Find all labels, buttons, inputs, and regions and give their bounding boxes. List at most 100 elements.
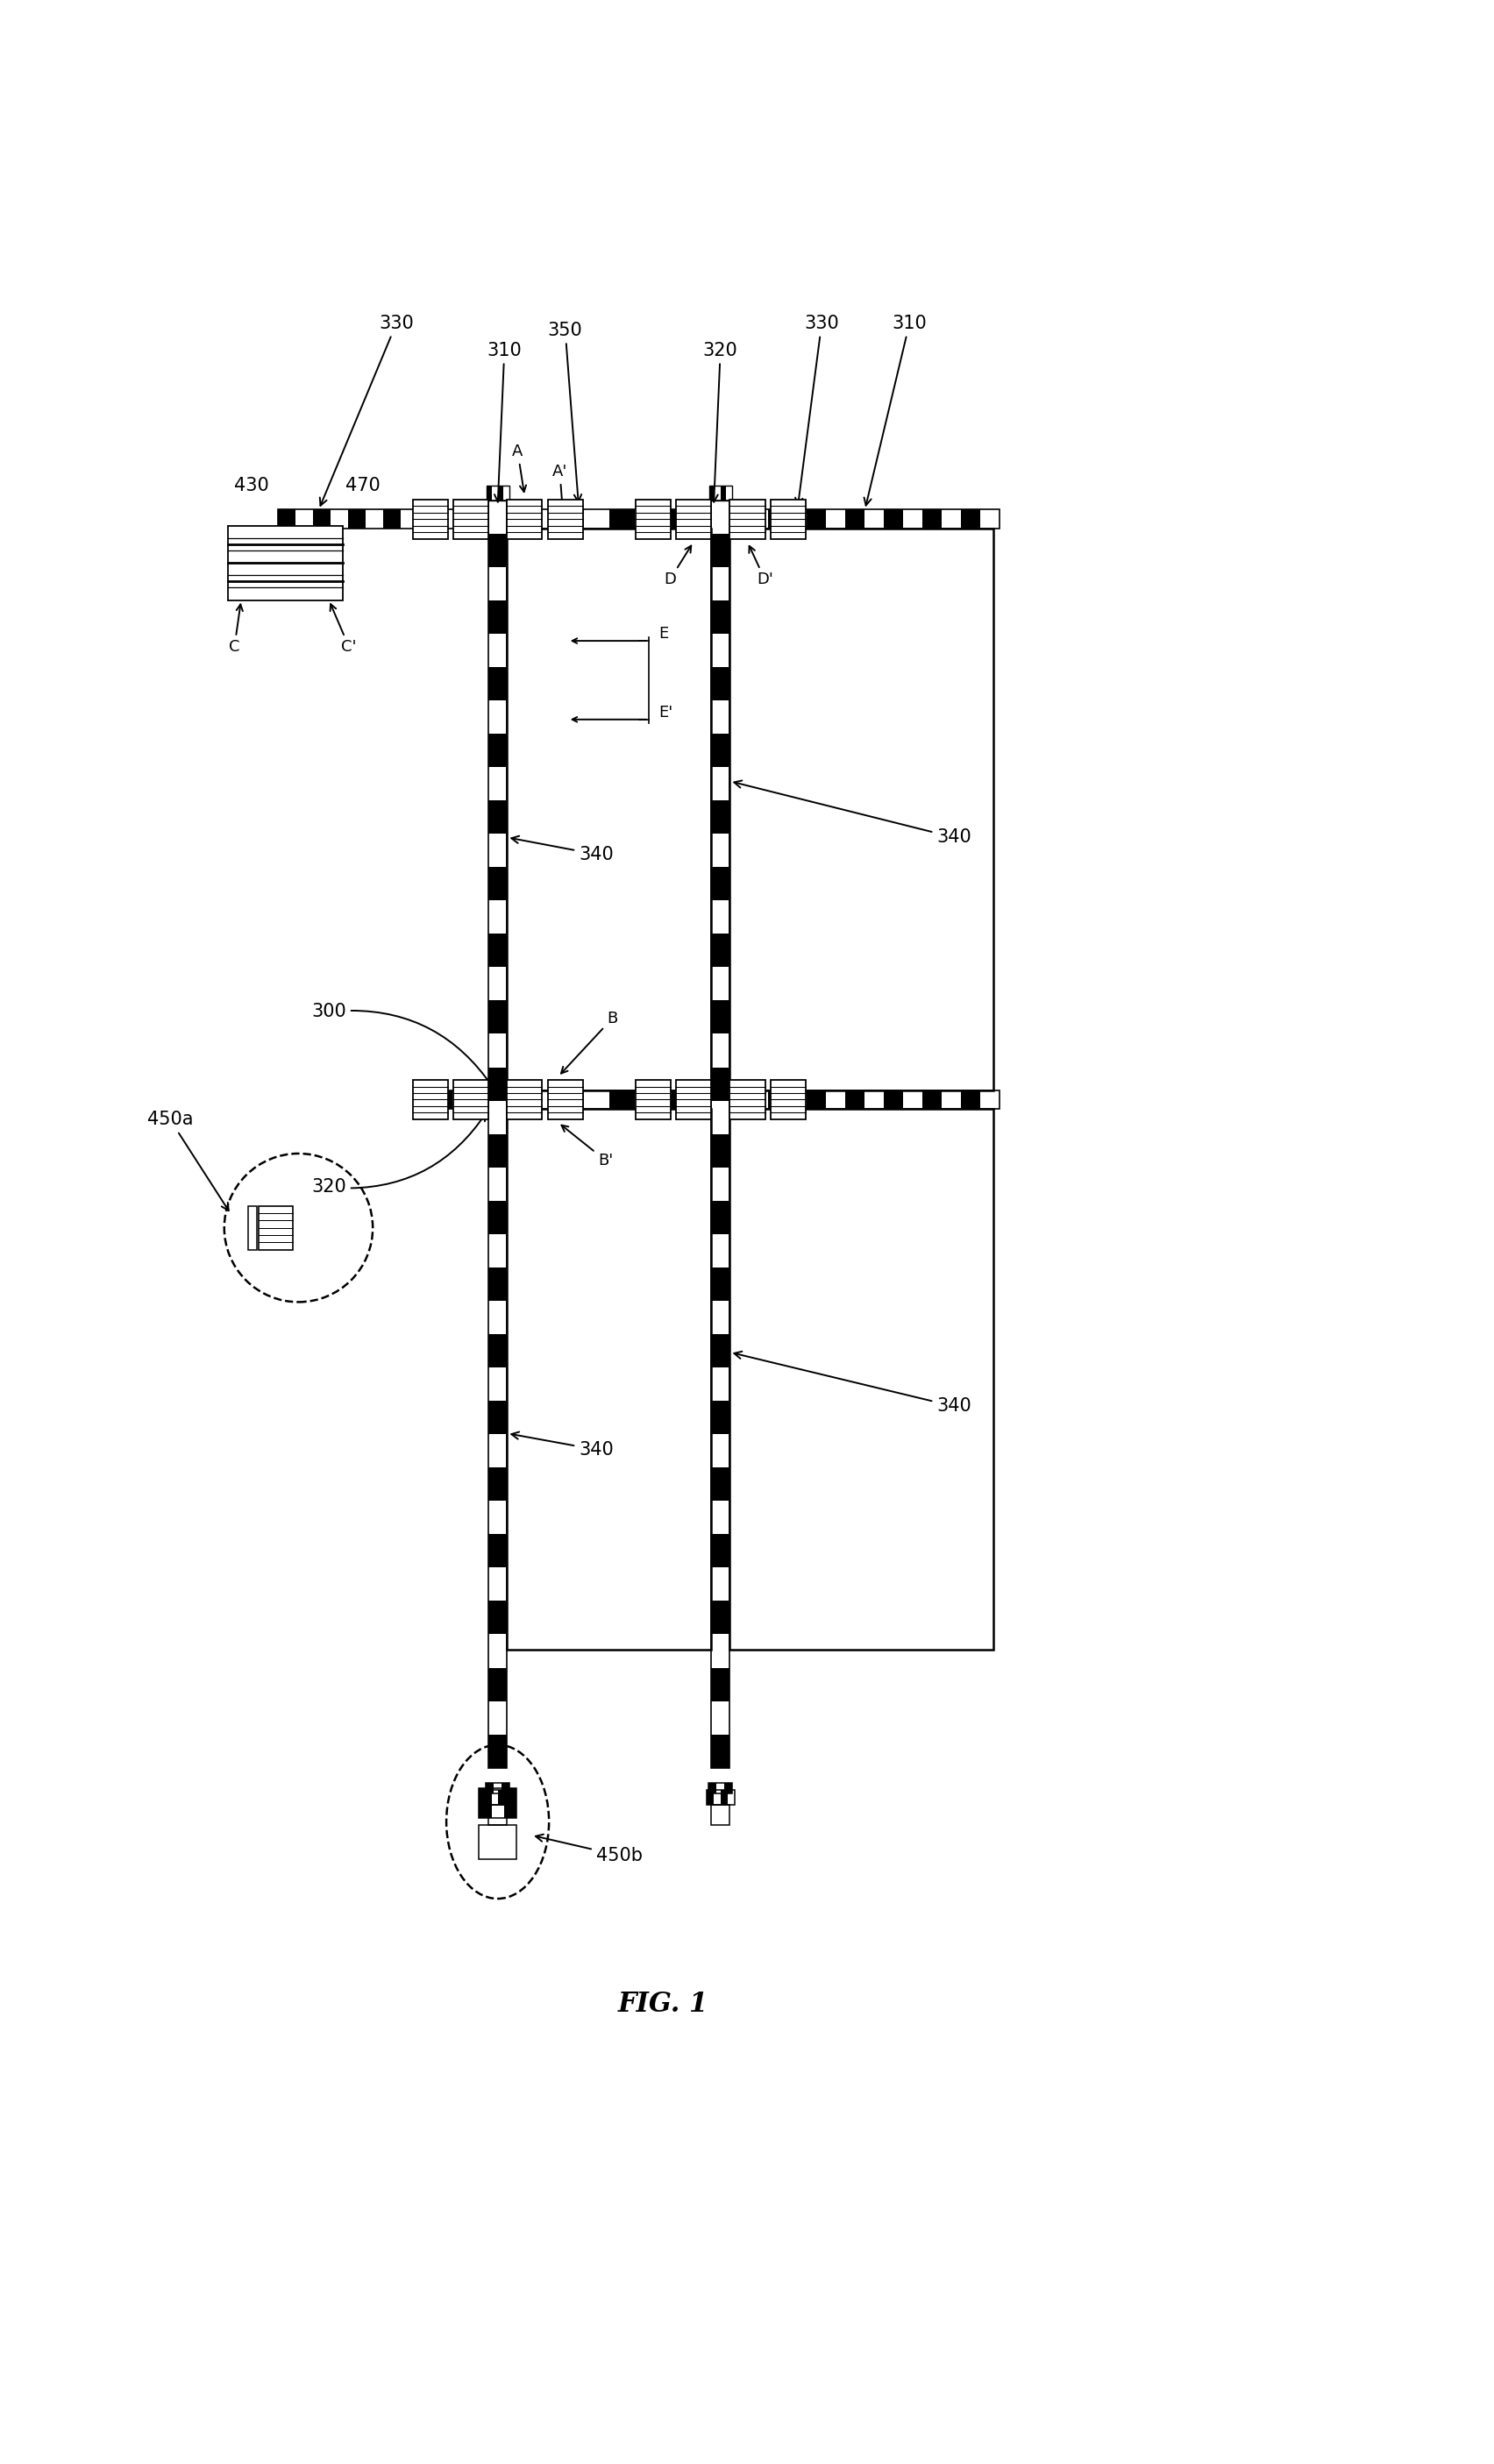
Bar — [487, 485, 492, 500]
Bar — [711, 500, 731, 1767]
Bar — [498, 1789, 505, 1804]
Bar — [506, 1079, 542, 1119]
Bar — [711, 734, 731, 766]
Bar — [635, 500, 671, 540]
Text: 470: 470 — [345, 476, 381, 495]
Bar — [807, 1089, 826, 1109]
Bar — [506, 510, 711, 530]
Bar — [884, 1089, 904, 1109]
Text: 320: 320 — [704, 342, 738, 503]
Bar — [487, 485, 509, 500]
Bar — [711, 1804, 731, 1826]
Bar — [506, 1089, 532, 1109]
Bar — [441, 1089, 489, 1109]
Text: 340: 340 — [734, 1350, 971, 1414]
Bar — [506, 530, 711, 1089]
Bar — [725, 1781, 732, 1794]
Bar — [711, 1668, 731, 1700]
Text: 300: 300 — [311, 1003, 492, 1087]
Bar — [489, 1200, 506, 1234]
Bar — [923, 1089, 943, 1109]
Bar — [480, 1826, 517, 1858]
Bar — [720, 1789, 728, 1804]
Text: FIG. 1: FIG. 1 — [619, 1991, 708, 2018]
Bar — [675, 500, 711, 540]
Text: 450a: 450a — [148, 1111, 229, 1210]
Bar — [453, 500, 489, 540]
Bar — [278, 510, 296, 530]
Bar — [489, 601, 506, 633]
Bar — [278, 510, 489, 530]
Bar — [731, 510, 999, 530]
Bar — [961, 1089, 980, 1109]
Bar — [314, 510, 330, 530]
Bar — [441, 1089, 453, 1109]
Bar — [489, 1469, 506, 1501]
Bar — [489, 1602, 506, 1634]
Bar — [731, 1089, 999, 1109]
Bar — [489, 668, 506, 700]
Bar — [480, 1789, 492, 1818]
Bar — [384, 510, 400, 530]
Bar — [711, 1535, 731, 1567]
Bar — [498, 485, 503, 500]
Bar — [711, 801, 731, 833]
Text: C: C — [229, 604, 242, 655]
Bar — [708, 1781, 732, 1794]
Bar — [961, 510, 980, 530]
Bar — [610, 510, 635, 530]
Bar — [768, 510, 787, 530]
Bar — [731, 1079, 765, 1119]
Text: A: A — [512, 444, 526, 493]
Bar — [731, 1109, 994, 1648]
Bar — [731, 510, 748, 530]
Bar — [711, 1133, 731, 1168]
Bar — [503, 1789, 517, 1818]
Text: E: E — [659, 626, 669, 643]
Bar — [710, 485, 714, 500]
Bar — [711, 1067, 731, 1101]
Bar — [486, 1781, 509, 1794]
Bar — [731, 500, 765, 540]
Bar — [771, 500, 805, 540]
Bar — [675, 1079, 711, 1119]
Bar — [711, 1333, 731, 1368]
Bar — [923, 510, 943, 530]
Bar — [418, 510, 436, 530]
Bar — [412, 500, 448, 540]
Bar — [884, 510, 904, 530]
Bar — [489, 1735, 506, 1767]
Text: B: B — [562, 1010, 617, 1074]
Bar — [660, 510, 686, 530]
Bar — [846, 510, 865, 530]
Bar — [489, 1333, 506, 1368]
Text: 340: 340 — [734, 781, 971, 845]
Bar — [711, 535, 731, 567]
Text: C': C' — [330, 604, 357, 655]
Bar — [711, 1602, 731, 1634]
Bar — [660, 1089, 686, 1109]
Bar — [489, 1402, 506, 1434]
Text: A': A' — [553, 463, 568, 537]
Bar — [711, 1266, 731, 1301]
Text: 320: 320 — [311, 1114, 486, 1195]
Bar — [506, 510, 532, 530]
Bar — [707, 1789, 713, 1804]
Bar — [489, 801, 506, 833]
Bar — [720, 485, 726, 500]
Bar — [348, 510, 366, 530]
Bar — [412, 1079, 448, 1119]
Bar — [506, 1109, 711, 1648]
Bar — [548, 1079, 583, 1119]
Bar — [708, 1781, 717, 1794]
Bar — [846, 1089, 865, 1109]
Bar — [502, 1781, 509, 1794]
Bar — [731, 530, 994, 1089]
Bar — [489, 1133, 506, 1168]
Bar — [610, 1089, 635, 1109]
Text: 310: 310 — [487, 342, 521, 503]
Text: B': B' — [562, 1126, 613, 1168]
Bar — [711, 1469, 731, 1501]
Bar — [711, 1000, 731, 1035]
Bar — [711, 1402, 731, 1434]
